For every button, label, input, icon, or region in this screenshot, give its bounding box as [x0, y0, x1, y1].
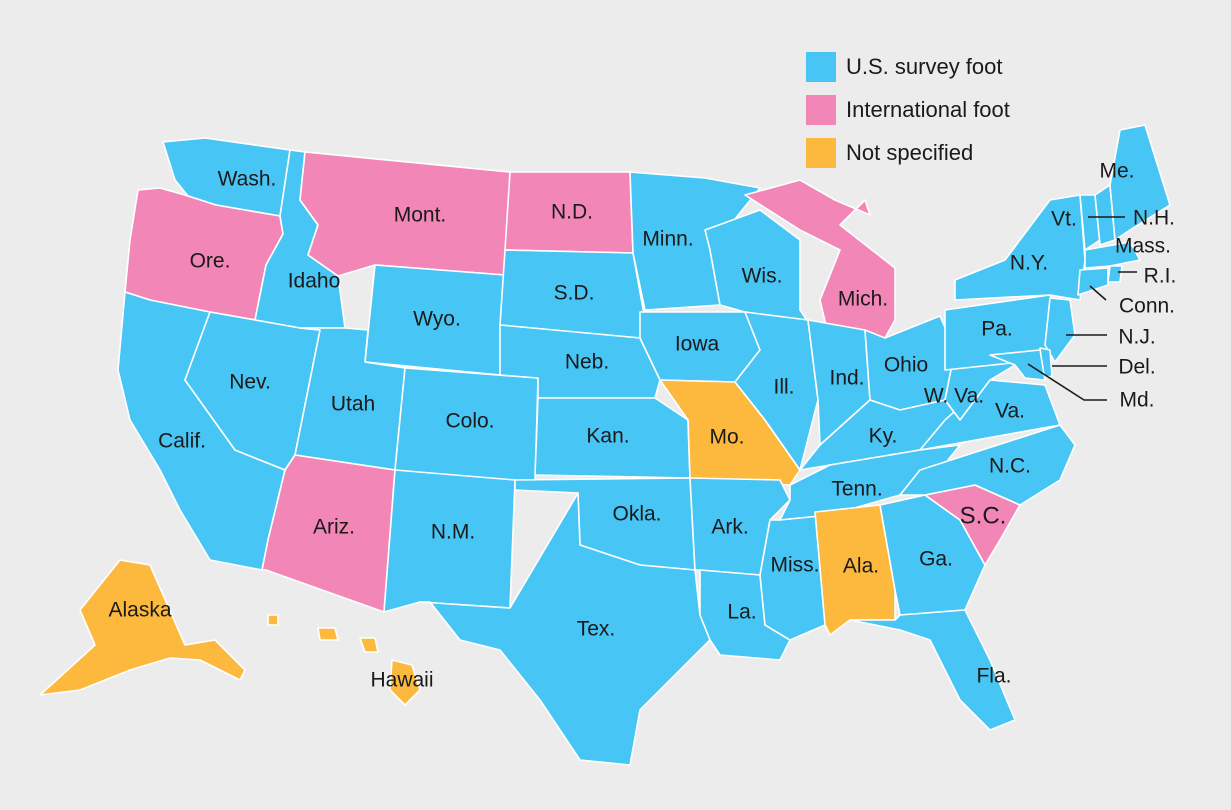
state-shape-hawaii-1 [389, 659, 421, 706]
state-label-wis: Wis. [742, 265, 783, 288]
state-label-vt: Vt. [1051, 208, 1077, 231]
state-label-ariz: Ariz. [313, 516, 355, 539]
state-label-va: Va. [995, 400, 1025, 423]
legend-swatch-international-foot [806, 95, 836, 125]
state-label-me: Me. [1099, 160, 1134, 183]
state-label-mont: Mont. [394, 204, 447, 227]
state-label-utah: Utah [331, 393, 375, 416]
state-label-calif: Calif. [158, 430, 206, 453]
state-shape-mich [744, 179, 896, 343]
state-label-wash: Wash. [218, 168, 277, 191]
state-label-ky: Ky. [869, 425, 898, 448]
state-label-ga: Ga. [919, 548, 953, 571]
state-label-mo: Mo. [709, 426, 744, 449]
state-labels: Wash. Ore. Calif. Idaho Nev. Mont. Wyo. Utah Ari… [108, 160, 1176, 692]
state-label-del: Del. [1118, 356, 1155, 379]
state-label-okla: Okla. [612, 503, 661, 526]
legend-swatch-us-survey-foot [806, 52, 836, 82]
state-label-nh: N.H. [1133, 207, 1175, 230]
state-shape-hawaii-4 [267, 614, 279, 626]
state-label-wva: W. Va. [924, 385, 984, 408]
state-label-ala: Ala. [843, 555, 879, 578]
state-shape-mass [1084, 241, 1141, 269]
state-label-ind: Ind. [829, 367, 864, 390]
label-leader-lines [1027, 216, 1137, 401]
state-shape-hawaii-3 [359, 637, 379, 653]
legend-label-international-foot: International foot [846, 97, 1010, 122]
state-label-mass: Mass. [1115, 235, 1171, 258]
state-label-nev: Nev. [229, 371, 271, 394]
state-label-nj: N.J. [1118, 326, 1155, 349]
state-label-neb: Neb. [565, 351, 609, 374]
state-shape-me [1109, 124, 1171, 241]
state-label-pa: Pa. [981, 318, 1013, 341]
state-label-ohio: Ohio [884, 354, 928, 377]
state-label-nc: N.C. [989, 455, 1031, 478]
state-label-ny: N.Y. [1010, 252, 1048, 275]
state-label-conn: Conn. [1119, 295, 1175, 318]
state-label-alaska: Alaska [108, 599, 171, 622]
state-label-iowa: Iowa [675, 333, 720, 356]
state-label-tex: Tex. [577, 618, 616, 641]
state-label-nm: N.M. [431, 521, 475, 544]
md-leader [1027, 363, 1107, 401]
state-shape-nj [1044, 297, 1076, 363]
state-shape-conn [1077, 267, 1109, 296]
conn-leader [1089, 285, 1107, 301]
state-label-colo: Colo. [445, 410, 494, 433]
state-label-ri: R.I. [1144, 265, 1177, 288]
state-label-idaho: Idaho [288, 270, 341, 293]
state-label-sc: S.C. [960, 502, 1007, 529]
state-label-wyo: Wyo. [413, 308, 461, 331]
state-label-ore: Ore. [190, 250, 231, 273]
state-label-hawaii: Hawaii [370, 669, 433, 692]
state-label-ark: Ark. [711, 516, 748, 539]
state-label-miss: Miss. [771, 554, 820, 577]
state-shape-alaska [39, 559, 246, 696]
state-label-fla: Fla. [976, 665, 1011, 688]
legend: U.S. survey foot International foot Not sp… [806, 52, 1010, 168]
state-label-minn: Minn. [642, 228, 693, 251]
state-shapes [39, 124, 1171, 766]
state-shape-hawaii-2 [317, 627, 339, 641]
state-shape-ri [1107, 265, 1123, 283]
legend-label-not-specified: Not specified [846, 140, 973, 165]
legend-swatch-not-specified [806, 138, 836, 168]
state-shape-tex [419, 492, 711, 766]
state-label-sd: S.D. [554, 282, 595, 305]
state-shape-fla [849, 609, 1016, 731]
legend-label-us-survey-foot: U.S. survey foot [846, 54, 1003, 79]
state-label-kan: Kan. [586, 425, 629, 448]
state-label-tenn: Tenn. [831, 478, 882, 501]
state-label-md: Md. [1119, 389, 1154, 412]
state-shape-md [989, 349, 1046, 381]
state-label-la: La. [727, 601, 756, 624]
state-label-nd: N.D. [551, 201, 593, 224]
state-label-mich: Mich. [838, 288, 888, 311]
state-label-ill: Ill. [774, 376, 795, 399]
state-shape-nc [899, 424, 1076, 506]
